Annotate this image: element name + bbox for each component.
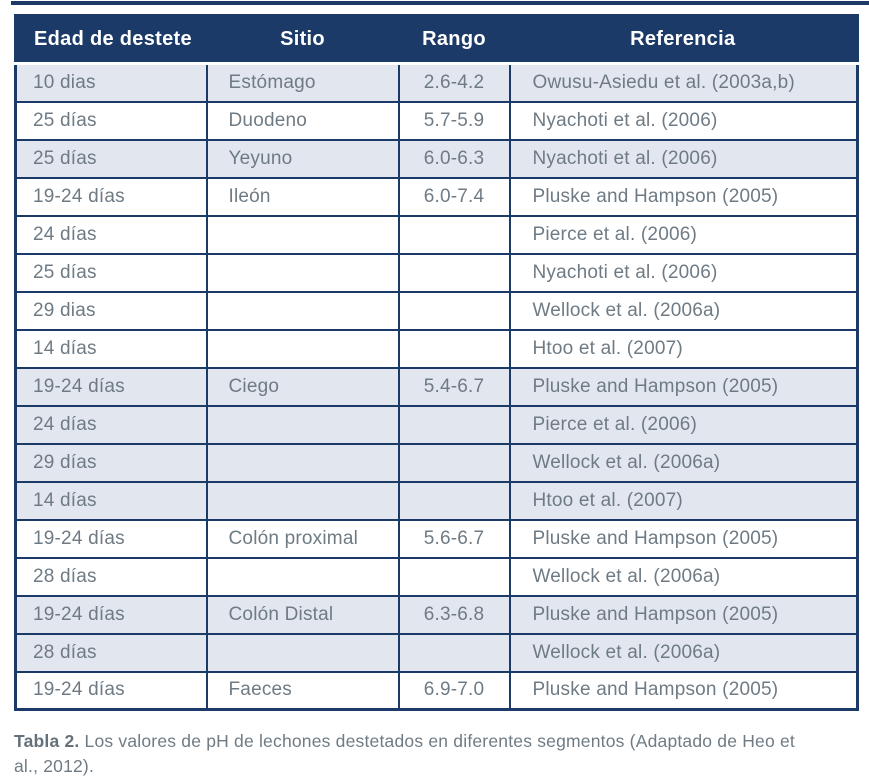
cell-edad: 24 días <box>14 404 208 445</box>
cell-sitio: Estómago <box>205 62 400 103</box>
table-row: 19-24 días Ileón 6.0-7.4 Pluske and Hamp… <box>14 176 859 217</box>
cell-sitio <box>205 252 400 293</box>
cell-referencia: Wellock et al. (2006a) <box>508 290 859 331</box>
cell-referencia: Wellock et al. (2006a) <box>508 442 859 483</box>
column-header-edad-de-destete: Edad de destete <box>15 15 207 65</box>
cell-rango: 6.3-6.8 <box>397 594 511 635</box>
cell-rango <box>397 404 511 445</box>
cell-sitio <box>205 632 400 673</box>
cell-edad: 29 dias <box>14 290 208 331</box>
cell-referencia: Pierce et al. (2006) <box>508 404 859 445</box>
cell-sitio <box>205 404 400 445</box>
table-caption: Tabla 2. Los valores de pH de lechones d… <box>14 729 814 779</box>
cell-rango <box>397 214 511 255</box>
cell-sitio: Duodeno <box>205 100 400 141</box>
cell-rango <box>397 442 511 483</box>
cell-rango: 6.9-7.0 <box>397 670 511 711</box>
cell-edad: 19-24 días <box>14 518 208 559</box>
cell-rango: 5.4-6.7 <box>397 366 511 407</box>
cell-edad: 19-24 días <box>14 670 208 711</box>
cell-referencia: Htoo et al. (2007) <box>508 328 859 369</box>
cell-rango: 6.0-7.4 <box>397 176 511 217</box>
table-row: 29 días Wellock et al. (2006a) <box>14 442 859 483</box>
cell-edad: 14 días <box>14 480 208 521</box>
table-row: 10 dias Estómago 2.6-4.2 Owusu-Asiedu et… <box>14 62 859 103</box>
table-caption-text: Los valores de pH de lechones destetados… <box>14 731 795 776</box>
cell-referencia: Owusu-Asiedu et al. (2003a,b) <box>508 62 859 103</box>
table-row: 19-24 días Ciego 5.4-6.7 Pluske and Hamp… <box>14 366 859 407</box>
cell-referencia: Pluske and Hampson (2005) <box>508 518 859 559</box>
table-row: 28 días Wellock et al. (2006a) <box>14 632 859 673</box>
cell-referencia: Pluske and Hampson (2005) <box>508 594 859 635</box>
column-header-referencia: Referencia <box>509 15 858 65</box>
cell-referencia: Pluske and Hampson (2005) <box>508 670 859 711</box>
cell-rango <box>397 556 511 597</box>
cell-rango <box>397 328 511 369</box>
cell-edad: 10 dias <box>14 62 208 103</box>
table-row: 25 días Nyachoti et al. (2006) <box>14 252 859 293</box>
cell-referencia: Pierce et al. (2006) <box>508 214 859 255</box>
cell-sitio <box>205 556 400 597</box>
cell-referencia: Pluske and Hampson (2005) <box>508 176 859 217</box>
ph-values-table: Edad de destete Sitio Rango Referencia 1… <box>14 14 859 711</box>
cell-rango <box>397 632 511 673</box>
cell-referencia: Nyachoti et al. (2006) <box>508 100 859 141</box>
column-header-rango: Rango <box>398 15 510 65</box>
table-header: Edad de destete Sitio Rango Referencia <box>15 15 858 65</box>
cell-rango: 2.6-4.2 <box>397 62 511 103</box>
table-row: 25 días Yeyuno 6.0-6.3 Nyachoti et al. (… <box>14 138 859 179</box>
cell-sitio: Ileón <box>205 176 400 217</box>
cell-referencia: Nyachoti et al. (2006) <box>508 138 859 179</box>
cell-referencia: Nyachoti et al. (2006) <box>508 252 859 293</box>
cell-referencia: Wellock et al. (2006a) <box>508 632 859 673</box>
table-row: 19-24 días Faeces 6.9-7.0 Pluske and Ham… <box>14 670 859 711</box>
table-row: 28 días Wellock et al. (2006a) <box>14 556 859 597</box>
cell-edad: 25 días <box>14 100 208 141</box>
ph-table-container: Edad de destete Sitio Rango Referencia 1… <box>14 14 859 711</box>
column-header-sitio: Sitio <box>206 15 399 65</box>
cell-edad: 19-24 días <box>14 366 208 407</box>
cell-edad: 28 días <box>14 556 208 597</box>
cell-sitio: Colón Distal <box>205 594 400 635</box>
table-body: 10 dias Estómago 2.6-4.2 Owusu-Asiedu et… <box>14 62 859 711</box>
cell-sitio <box>205 328 400 369</box>
table-row: 19-24 días Colón proximal 5.6-6.7 Pluske… <box>14 518 859 559</box>
cell-rango: 5.6-6.7 <box>397 518 511 559</box>
cell-referencia: Pluske and Hampson (2005) <box>508 366 859 407</box>
table-row: 24 días Pierce et al. (2006) <box>14 404 859 445</box>
cell-edad: 29 días <box>14 442 208 483</box>
table-caption-label: Tabla 2. <box>14 731 80 751</box>
table-row: 29 dias Wellock et al. (2006a) <box>14 290 859 331</box>
header-row: Edad de destete Sitio Rango Referencia <box>15 15 858 65</box>
cell-referencia: Wellock et al. (2006a) <box>508 556 859 597</box>
top-rule <box>11 1 869 5</box>
cell-sitio <box>205 214 400 255</box>
cell-edad: 25 días <box>14 252 208 293</box>
cell-sitio <box>205 442 400 483</box>
cell-sitio <box>205 480 400 521</box>
cell-sitio <box>205 290 400 331</box>
cell-sitio: Yeyuno <box>205 138 400 179</box>
table-row: 19-24 días Colón Distal 6.3-6.8 Pluske a… <box>14 594 859 635</box>
cell-rango <box>397 252 511 293</box>
cell-edad: 28 días <box>14 632 208 673</box>
cell-edad: 14 días <box>14 328 208 369</box>
table-row: 25 días Duodeno 5.7-5.9 Nyachoti et al. … <box>14 100 859 141</box>
table-row: 14 días Htoo et al. (2007) <box>14 480 859 521</box>
cell-rango: 6.0-6.3 <box>397 138 511 179</box>
cell-edad: 24 días <box>14 214 208 255</box>
cell-rango <box>397 290 511 331</box>
cell-rango: 5.7-5.9 <box>397 100 511 141</box>
cell-rango <box>397 480 511 521</box>
cell-referencia: Htoo et al. (2007) <box>508 480 859 521</box>
cell-edad: 19-24 días <box>14 594 208 635</box>
cell-edad: 25 días <box>14 138 208 179</box>
cell-sitio: Colón proximal <box>205 518 400 559</box>
cell-sitio: Ciego <box>205 366 400 407</box>
table-row: 24 días Pierce et al. (2006) <box>14 214 859 255</box>
cell-edad: 19-24 días <box>14 176 208 217</box>
table-row: 14 días Htoo et al. (2007) <box>14 328 859 369</box>
cell-sitio: Faeces <box>205 670 400 711</box>
